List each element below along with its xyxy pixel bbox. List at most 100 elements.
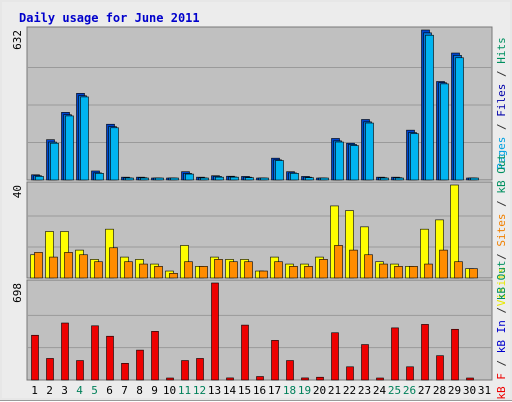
bar-kbytes-kb-f-day-4	[76, 360, 84, 381]
x-tick-label: 5	[91, 384, 98, 397]
x-tick-label: 25	[388, 384, 401, 397]
legend-entry: Sites	[495, 213, 508, 246]
bar-visits-sites-day-17	[274, 261, 283, 279]
x-tick-label: 13	[208, 384, 221, 397]
bar-visits-sites-day-16	[259, 270, 268, 279]
bar-kbytes-kb-f-day-14	[226, 377, 234, 381]
x-tick-label: 27	[418, 384, 431, 397]
bar-kbytes-kb-f-day-23	[361, 344, 369, 381]
x-tick-label: 6	[106, 384, 113, 397]
bar-kbytes-kb-f-day-8	[136, 349, 144, 381]
bar-kbytes-kb-f-day-9	[151, 331, 159, 381]
x-tick-label: 18	[283, 384, 296, 397]
bar-hits-pages-day-7	[125, 177, 134, 181]
bar-hits-pages-day-23	[365, 122, 374, 181]
bar-kbytes-kb-f-day-3	[61, 322, 69, 381]
bar-visits-sites-day-22	[349, 249, 358, 279]
x-tick-label: 23	[358, 384, 371, 397]
bar-kbytes-kb-f-day-12	[196, 358, 204, 381]
bar-visits-sites-day-9	[154, 266, 163, 279]
bar-kbytes-kb-f-day-16	[256, 376, 264, 381]
bar-hits-pages-day-27	[425, 34, 434, 181]
bar-visits-sites-day-4	[79, 254, 88, 279]
bar-kbytes-kb-f-day-18	[286, 360, 294, 381]
x-tick-label: 31	[478, 384, 491, 397]
x-tick-label: 12	[193, 384, 206, 397]
bar-visits-sites-day-14	[229, 261, 238, 279]
bar-hits-pages-day-19	[305, 177, 314, 181]
x-tick-label: 8	[136, 384, 143, 397]
bar-visits-sites-day-15	[244, 261, 253, 279]
bar-kbytes-kb-f-day-10	[166, 377, 174, 381]
x-tick-label: 30	[463, 384, 476, 397]
bar-hits-pages-day-14	[230, 176, 239, 181]
legend-entry: /	[495, 247, 508, 267]
series-legend: Pages / Files / Hits	[495, 37, 508, 170]
x-tick-label: 19	[298, 384, 311, 397]
y-max-label: 40	[11, 185, 24, 198]
bar-kbytes-kb-f-day-15	[241, 324, 249, 381]
bar-hits-pages-day-17	[275, 160, 284, 181]
legend-entry: kB Out	[495, 154, 508, 194]
bar-visits-sites-day-19	[304, 266, 313, 279]
x-tick-label: 22	[343, 384, 356, 397]
legend-entry: /	[495, 353, 508, 373]
bar-hits-pages-day-6	[110, 127, 119, 181]
x-tick-label: 3	[61, 384, 68, 397]
bar-kbytes-kb-f-day-30	[466, 377, 474, 381]
bar-kbytes-kb-f-day-24	[376, 377, 384, 381]
bar-hits-pages-day-4	[80, 96, 89, 181]
legend-entry: kB F	[495, 373, 508, 400]
x-tick-label: 7	[121, 384, 128, 397]
bar-hits-pages-day-29	[455, 57, 464, 181]
bar-visits-sites-day-30	[469, 268, 478, 279]
x-tick-label: 9	[151, 384, 158, 397]
bar-kbytes-kb-f-day-28	[436, 355, 444, 381]
series-legend: kB F / kB In / kB Out	[495, 260, 508, 399]
legend-entry: Hits	[495, 37, 508, 64]
bar-hits-pages-day-12	[200, 177, 209, 181]
bar-visits-sites-day-1	[34, 252, 43, 279]
bar-visits-sites-day-27	[424, 263, 433, 279]
x-tick-label: 26	[403, 384, 416, 397]
y-max-label: 698	[11, 283, 24, 303]
bar-kbytes-kb-f-day-29	[451, 328, 459, 381]
bar-kbytes-kb-f-day-25	[391, 327, 399, 381]
bar-visits-sites-day-5	[94, 261, 103, 279]
bar-hits-pages-day-22	[350, 145, 359, 181]
bar-hits-pages-day-8	[140, 177, 149, 181]
x-tick-label: 24	[373, 384, 387, 397]
legend-entry: /	[495, 300, 508, 320]
legend-entry: Pages	[495, 137, 508, 170]
series-legend: Visits / Sites / kB Out	[495, 154, 508, 306]
chart-panels: 6 32 Pages / Files / Hits 40 Visits / Sites …	[11, 26, 508, 400]
bar-kbytes-kb-f-day-22	[346, 366, 354, 381]
bar-visits-sites-day-24	[379, 263, 388, 279]
x-tick-label: 28	[433, 384, 446, 397]
bar-kbytes-kb-f-day-20	[316, 376, 324, 381]
panel-visits: 40 Visits / Sites / kB Out	[11, 154, 508, 306]
bar-visits-sites-day-23	[364, 254, 373, 279]
bar-hits-pages-day-28	[440, 83, 449, 181]
x-axis: 1 2 3 4 5 6 7 8 9 10 11 12 13 14 15 16 17 18 19 20 21 22 23 24 2…	[31, 384, 491, 397]
x-tick-label: 2	[46, 384, 53, 397]
bar-kbytes-kb-f-day-21	[331, 332, 339, 381]
bar-visits-sites-day-12	[199, 266, 208, 279]
bar-kbytes-kb-f-day-1	[31, 334, 39, 381]
x-tick-label: 15	[238, 384, 251, 397]
bar-visits-sites-day-21	[334, 245, 343, 279]
panel-background	[26, 279, 493, 381]
bar-kbytes-kb-f-day-5	[91, 325, 99, 381]
bar-hits-pages-day-15	[245, 177, 254, 181]
bar-hits-pages-day-20	[320, 177, 329, 181]
x-tick-label: 21	[328, 384, 341, 397]
x-tick-label: 10	[163, 384, 176, 397]
bar-hits-pages-day-3	[65, 115, 74, 181]
x-tick-label: 20	[313, 384, 326, 397]
bar-visits-sites-day-26	[409, 266, 418, 279]
x-tick-label: 14	[223, 384, 237, 397]
bar-visits-sites-day-11	[184, 261, 193, 279]
bar-kbytes-kb-f-day-2	[46, 358, 54, 381]
